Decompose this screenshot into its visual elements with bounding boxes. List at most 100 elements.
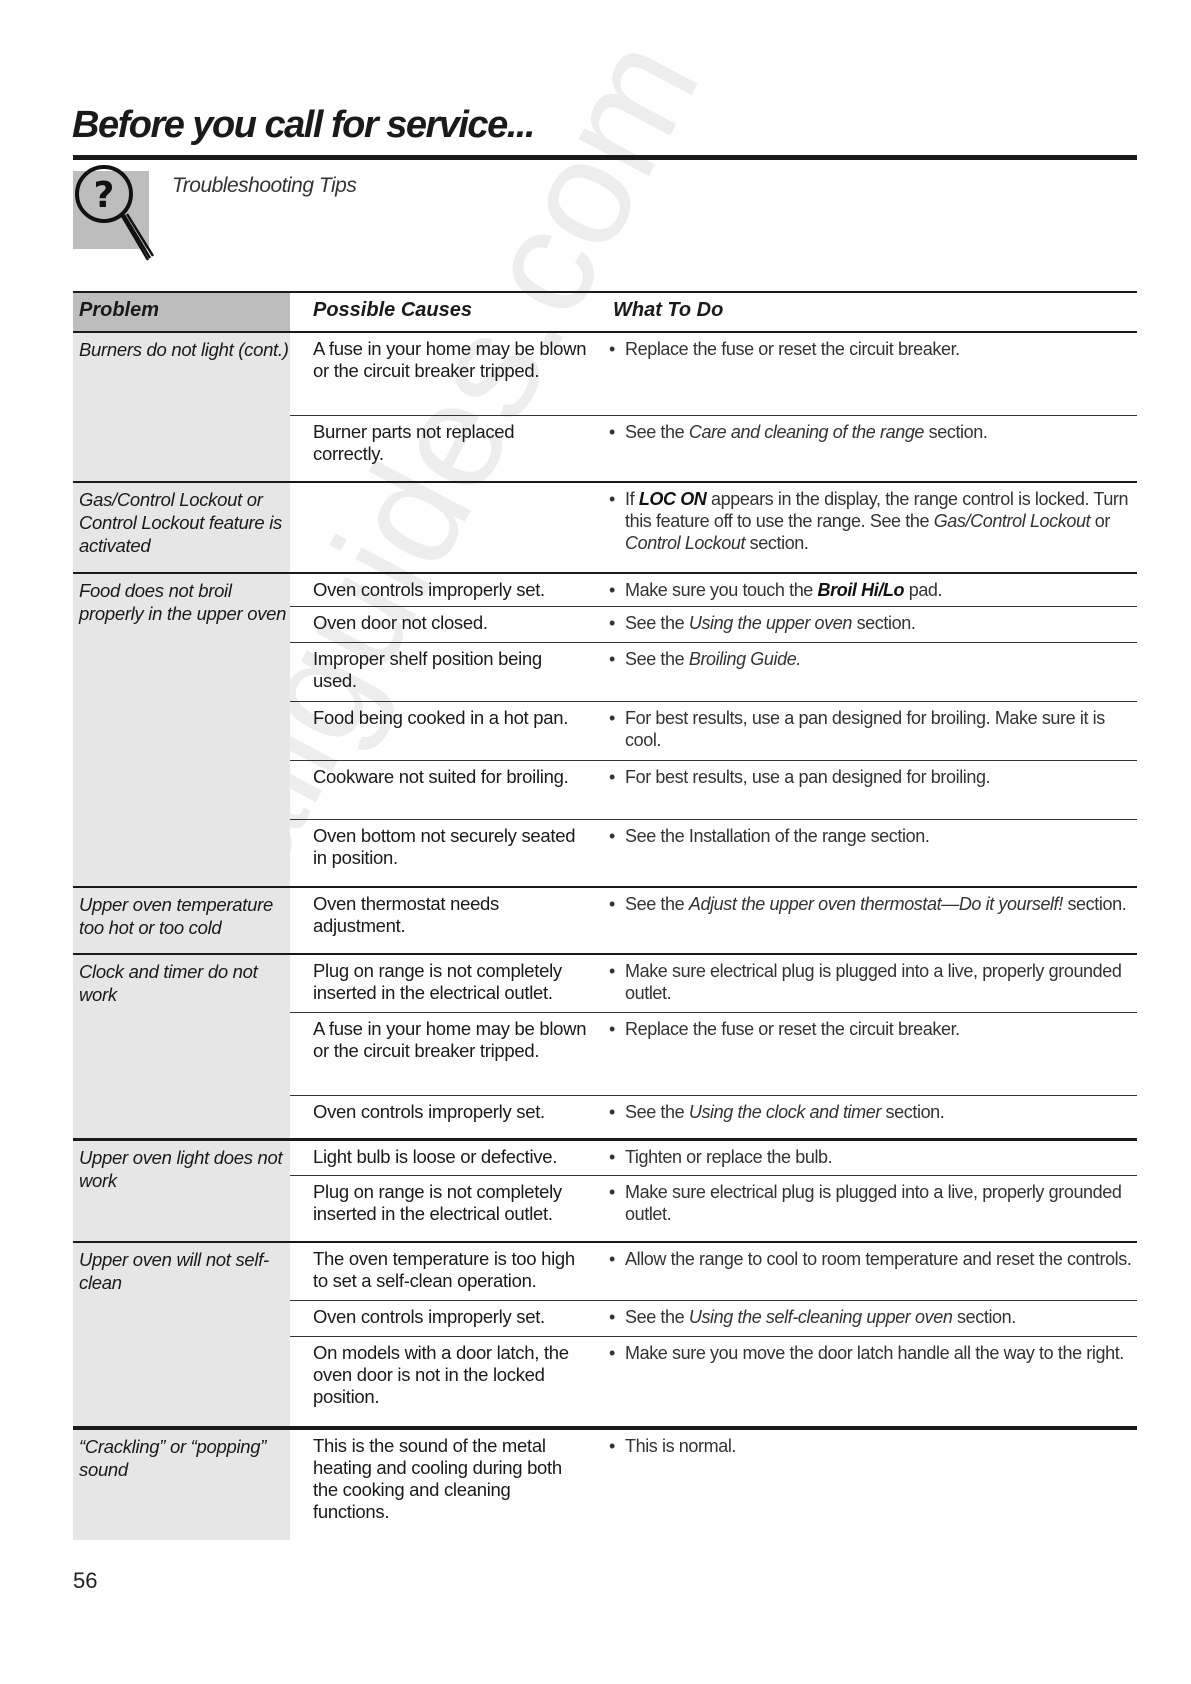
text-segment: Make sure you touch the <box>625 580 818 600</box>
text-segment: See the <box>625 422 689 442</box>
what-to-do-cell: • See the Using the upper oven section. <box>589 607 1137 642</box>
table-row: Oven controls improperly set. • See the Us… <box>290 1300 1137 1336</box>
what-to-do-text: Allow the range to cool to room temperat… <box>625 1248 1132 1300</box>
bullet-icon: • <box>609 339 615 359</box>
table-row: Oven bottom not securely seated in posit… <box>290 819 1137 886</box>
what-to-do-text: See the Care and cleaning of the range s… <box>625 421 988 481</box>
table-row: Cookware not suited for broiling. • For be… <box>290 760 1137 819</box>
what-to-do-cell: • See the Broiling Guide. <box>589 643 1137 701</box>
table-row: Improper shelf position being used. • See … <box>290 642 1137 701</box>
what-to-do-cell: • Replace the fuse or reset the circuit b… <box>589 333 1137 415</box>
cause-cell: On models with a door latch, the oven do… <box>313 1342 569 1407</box>
problem-cell: Upper oven temperature too hot or too co… <box>73 888 290 953</box>
bullet-icon: • <box>609 1436 615 1456</box>
table-row: • If LOC ON appears in the display, the r… <box>290 483 1137 572</box>
what-to-do-text: Tighten or replace the bulb. <box>625 1146 833 1175</box>
table-row: On models with a door latch, the oven do… <box>290 1336 1137 1426</box>
what-to-do-cell: • For best results, use a pan designed fo… <box>589 761 1137 819</box>
what-to-do-text: Make sure you move the door latch handle… <box>625 1342 1124 1426</box>
cause-cell: Oven thermostat needs adjustment. <box>313 893 499 936</box>
text-segment: Make sure electrical plug is plugged int… <box>625 961 1122 1003</box>
text-segment: Using the self-cleaning upper oven <box>688 1307 953 1327</box>
what-to-do-cell: • Replace the fuse or reset the circuit b… <box>589 1013 1137 1095</box>
what-to-do-text: See the Adjust the upper oven thermostat… <box>625 893 1127 953</box>
text-segment: See the <box>625 1102 689 1122</box>
what-to-do-cell: • See the Installation of the range secti… <box>589 820 1137 886</box>
problem-cell: Clock and timer do not work <box>73 955 290 1138</box>
table-header: Problem Possible Causes What To Do <box>73 291 1137 333</box>
bullet-icon: • <box>609 826 615 846</box>
bullet-icon: • <box>609 1147 615 1167</box>
text-segment: See the <box>625 649 689 669</box>
what-to-do-cell: • For best results, use a pan designed fo… <box>589 702 1137 760</box>
problem-cell: Upper oven light does not work <box>73 1141 290 1241</box>
what-to-do-text: See the Using the self-cleaning upper ov… <box>625 1306 1016 1336</box>
what-to-do-text: If LOC ON appears in the display, the ra… <box>625 488 1137 572</box>
problem-group: Gas/Control Lockout or Control Lockout f… <box>73 481 1137 572</box>
table-row: Plug on range is not completely inserted… <box>290 955 1137 1012</box>
problem-cell: Food does not broil properly in the uppe… <box>73 574 290 886</box>
what-to-do-cell: • See the Using the clock and timer secti… <box>589 1096 1137 1138</box>
text-segment: section. <box>851 613 916 633</box>
what-to-do-text: See the Installation of the range sectio… <box>625 825 930 886</box>
text-segment: This is normal. <box>625 1436 737 1456</box>
cause-cell <box>290 483 589 572</box>
header-problem: Problem <box>73 293 290 331</box>
cause-cell: A fuse in your home may be blown or the … <box>313 338 587 381</box>
cause-cell: Oven controls improperly set. <box>313 1101 545 1122</box>
bullet-icon: • <box>609 489 615 509</box>
text-segment: section. <box>880 1102 945 1122</box>
text-segment: Broil Hi/Lo <box>817 580 905 600</box>
what-to-do-cell: • See the Adjust the upper oven thermosta… <box>589 888 1137 953</box>
what-to-do-cell: • If LOC ON appears in the display, the r… <box>589 483 1137 572</box>
what-to-do-cell: • See the Care and cleaning of the range … <box>589 416 1137 481</box>
cause-cell: This is the sound of the metal heating a… <box>313 1435 562 1522</box>
text-segment: Allow the range to cool to room temperat… <box>625 1249 1132 1269</box>
text-segment: Control Lockout <box>625 533 746 553</box>
text-segment: Using the clock and timer <box>688 1102 881 1122</box>
cause-cell: Light bulb is loose or defective. <box>313 1146 558 1167</box>
what-to-do-text: Replace the fuse or reset the circuit br… <box>625 338 960 415</box>
what-to-do-text: Make sure electrical plug is plugged int… <box>625 960 1137 1012</box>
text-segment: Make sure electrical plug is plugged int… <box>625 1182 1122 1224</box>
text-segment: Replace the fuse or reset the circuit br… <box>625 339 960 359</box>
text-segment: See the Installation of the range sectio… <box>625 826 930 846</box>
cause-cell: Burner parts not replaced correctly. <box>313 421 515 464</box>
what-to-do-cell: • Tighten or replace the bulb. <box>589 1141 1137 1175</box>
what-to-do-text: See the Using the clock and timer sectio… <box>625 1101 945 1138</box>
problem-group: Upper oven light does not work Light bulb… <box>73 1138 1137 1241</box>
text-segment: Care and cleaning of the range <box>688 422 925 442</box>
table-row: The oven temperature is too high to set … <box>290 1243 1137 1300</box>
bullet-icon: • <box>609 708 615 728</box>
text-segment: See the <box>625 1307 689 1327</box>
cause-cell: Improper shelf position being used. <box>313 648 542 691</box>
problem-group: Upper oven temperature too hot or too co… <box>73 886 1137 953</box>
text-segment: Make sure you move the door latch handle… <box>625 1343 1124 1363</box>
table-row: Light bulb is loose or defective. • Tighte… <box>290 1141 1137 1175</box>
what-to-do-cell: • This is normal. <box>589 1430 1137 1540</box>
svg-text:?: ? <box>94 175 115 216</box>
cause-cell: Oven controls improperly set. <box>313 1306 545 1327</box>
cause-cell: Cookware not suited for broiling. <box>313 766 569 787</box>
what-to-do-cell: • Make sure electrical plug is plugged in… <box>589 1176 1137 1241</box>
what-to-do-text: See the Broiling Guide. <box>625 648 801 701</box>
text-segment: See the <box>625 613 689 633</box>
problem-group: “Crackling” or “popping” sound This is th… <box>73 1426 1137 1540</box>
what-to-do-text: For best results, use a pan designed for… <box>625 707 1137 760</box>
problem-group: Upper oven will not self-clean The oven t… <box>73 1241 1137 1426</box>
bullet-icon: • <box>609 894 615 914</box>
magnifier-question-icon: ? <box>75 165 155 261</box>
text-segment: Using the upper oven <box>688 613 853 633</box>
bullet-icon: • <box>609 613 615 633</box>
bullet-icon: • <box>609 1102 615 1122</box>
problem-group: Burners do not light (cont.) A fuse in yo… <box>73 333 1137 481</box>
cause-cell: A fuse in your home may be blown or the … <box>313 1018 587 1061</box>
bullet-icon: • <box>609 1307 615 1327</box>
text-segment: For best results, use a pan designed for… <box>625 708 1105 750</box>
text-segment: pad. <box>904 580 943 600</box>
text-segment: Adjust the upper oven thermostat—Do it y… <box>688 894 1063 914</box>
what-to-do-cell: • See the Using the self-cleaning upper o… <box>589 1301 1137 1336</box>
text-segment: section. <box>1062 894 1127 914</box>
what-to-do-text: Replace the fuse or reset the circuit br… <box>625 1018 960 1095</box>
bullet-icon: • <box>609 1182 615 1202</box>
